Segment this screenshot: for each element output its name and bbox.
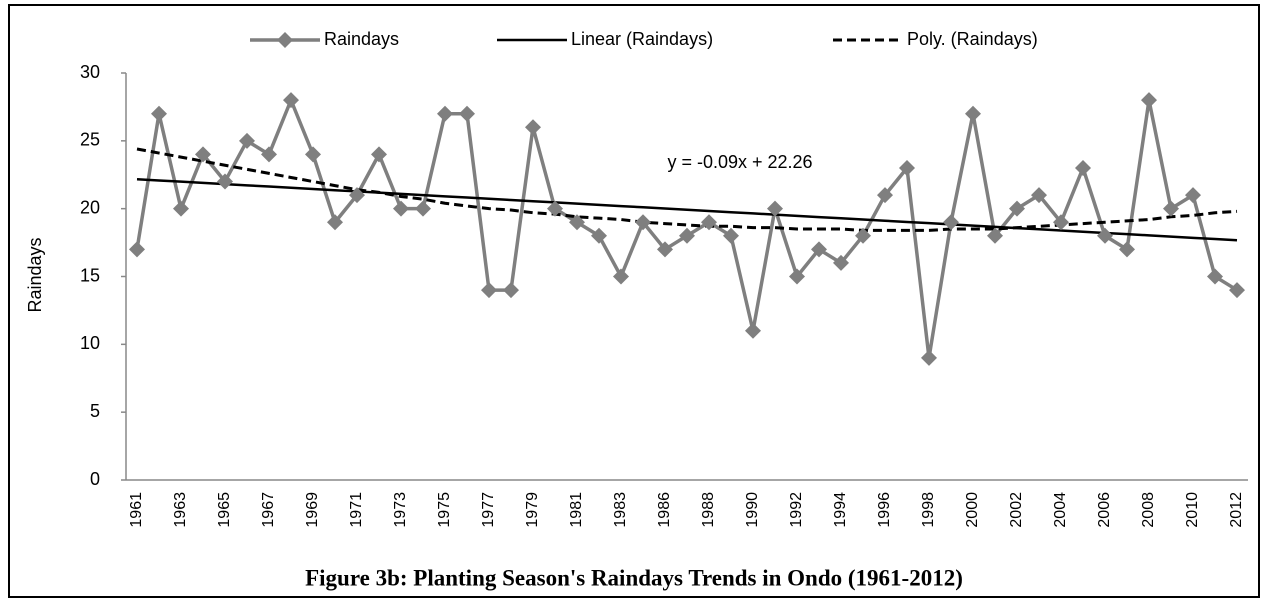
x-tick-label: 1973 bbox=[392, 492, 409, 528]
y-axis-label: Raindays bbox=[25, 237, 45, 312]
data-point bbox=[767, 200, 783, 217]
data-point bbox=[569, 214, 585, 231]
x-tick-label: 2000 bbox=[964, 492, 981, 528]
data-point bbox=[371, 146, 387, 163]
x-tick-label: 1967 bbox=[260, 492, 277, 528]
x-tick-label: 1977 bbox=[480, 492, 497, 528]
data-point bbox=[393, 200, 409, 217]
data-point bbox=[1163, 200, 1179, 217]
data-point bbox=[943, 214, 959, 231]
data-point bbox=[1185, 187, 1201, 204]
y-tick-label: 5 bbox=[90, 401, 100, 421]
x-tick-label: 2010 bbox=[1184, 492, 1201, 528]
data-point bbox=[1097, 227, 1113, 244]
data-point bbox=[1031, 187, 1047, 204]
data-point bbox=[437, 105, 453, 122]
data-point bbox=[547, 200, 563, 217]
legend-marker bbox=[277, 32, 293, 48]
legend-label: Poly. (Raindays) bbox=[907, 29, 1038, 49]
data-point bbox=[481, 282, 497, 299]
x-tick-label: 1988 bbox=[700, 492, 717, 528]
x-tick-label: 1961 bbox=[128, 492, 145, 528]
x-tick-label: 1981 bbox=[568, 492, 585, 528]
data-point bbox=[415, 200, 431, 217]
x-tick-label: 1990 bbox=[744, 492, 761, 528]
data-point bbox=[723, 227, 739, 244]
data-point bbox=[899, 159, 915, 176]
data-point bbox=[635, 214, 651, 231]
data-point bbox=[151, 105, 167, 122]
y-tick-label: 30 bbox=[80, 62, 100, 82]
data-point bbox=[921, 349, 937, 366]
y-tick-label: 20 bbox=[80, 197, 100, 217]
x-tick-label: 2012 bbox=[1228, 492, 1245, 528]
y-tick-label: 10 bbox=[80, 333, 100, 353]
data-point bbox=[195, 146, 211, 163]
chart-title: Figure 3b: Planting Season's Raindays Tr… bbox=[305, 565, 963, 590]
x-tick-label: 1992 bbox=[788, 492, 805, 528]
data-point bbox=[833, 254, 849, 271]
data-point bbox=[789, 268, 805, 285]
data-point bbox=[459, 105, 475, 122]
x-tick-label: 2008 bbox=[1140, 492, 1157, 528]
data-point bbox=[327, 214, 343, 231]
x-tick-label: 2002 bbox=[1008, 492, 1025, 528]
data-point bbox=[1229, 282, 1245, 299]
chart-border bbox=[8, 4, 1260, 598]
data-point bbox=[283, 92, 299, 109]
legend-label: Linear (Raindays) bbox=[571, 29, 713, 49]
data-point bbox=[745, 322, 761, 339]
x-tick-label: 1971 bbox=[348, 492, 365, 528]
data-point bbox=[965, 105, 981, 122]
data-point bbox=[701, 214, 717, 231]
data-point bbox=[349, 187, 365, 204]
data-point bbox=[657, 241, 673, 258]
data-point bbox=[987, 227, 1003, 244]
data-point bbox=[1053, 214, 1069, 231]
y-tick-label: 15 bbox=[80, 265, 100, 285]
data-point bbox=[261, 146, 277, 163]
x-tick-label: 1969 bbox=[304, 492, 321, 528]
data-point bbox=[1009, 200, 1025, 217]
data-point bbox=[679, 227, 695, 244]
x-tick-label: 2004 bbox=[1052, 492, 1069, 528]
data-point bbox=[613, 268, 629, 285]
series-line bbox=[136, 147, 1238, 232]
data-point bbox=[1207, 268, 1223, 285]
series-line bbox=[136, 177, 1238, 242]
data-point bbox=[1119, 241, 1135, 258]
x-tick-label: 1994 bbox=[832, 492, 849, 528]
x-tick-label: 1965 bbox=[216, 492, 233, 528]
legend-label: Raindays bbox=[324, 29, 399, 49]
x-tick-label: 1963 bbox=[172, 492, 189, 528]
y-tick-label: 0 bbox=[90, 469, 100, 489]
data-point bbox=[503, 282, 519, 299]
trend-equation: y = -0.09x + 22.26 bbox=[667, 152, 812, 172]
data-point bbox=[855, 227, 871, 244]
data-point bbox=[217, 173, 233, 190]
x-tick-label: 1983 bbox=[612, 492, 629, 528]
x-tick-label: 1998 bbox=[920, 492, 937, 528]
y-tick-label: 25 bbox=[80, 130, 100, 150]
x-tick-label: 1986 bbox=[656, 492, 673, 528]
x-tick-label: 1979 bbox=[524, 492, 541, 528]
data-point bbox=[239, 132, 255, 149]
data-point bbox=[525, 119, 541, 136]
data-point bbox=[129, 241, 145, 258]
x-tick-label: 1996 bbox=[876, 492, 893, 528]
data-point bbox=[877, 187, 893, 204]
data-point bbox=[1141, 92, 1157, 109]
data-point bbox=[305, 146, 321, 163]
x-tick-label: 2006 bbox=[1096, 492, 1113, 528]
data-point bbox=[591, 227, 607, 244]
x-tick-label: 1975 bbox=[436, 492, 453, 528]
data-point bbox=[1075, 159, 1091, 176]
data-point bbox=[811, 241, 827, 258]
data-point bbox=[173, 200, 189, 217]
